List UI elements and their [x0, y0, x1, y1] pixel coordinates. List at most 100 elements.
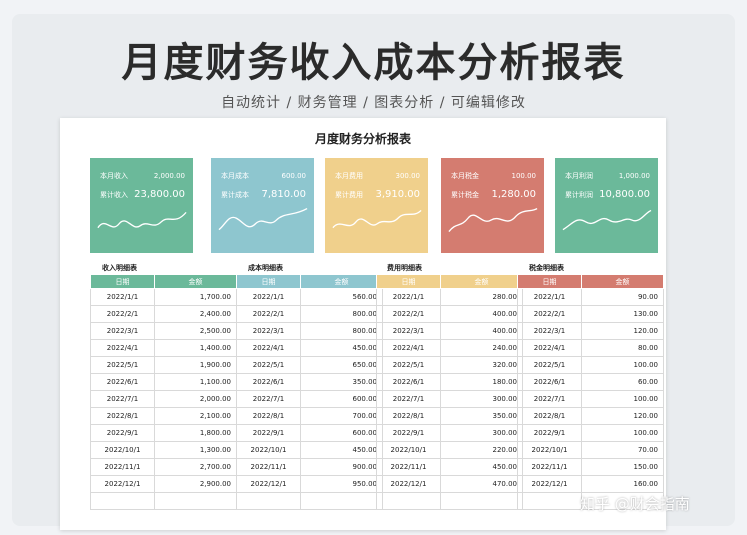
- amount-cell[interactable]: 560.00: [300, 288, 383, 306]
- amount-cell[interactable]: 60.00: [581, 373, 664, 391]
- date-cell[interactable]: 2022/11/1: [236, 458, 301, 476]
- date-cell[interactable]: 2022/7/1: [376, 390, 441, 408]
- date-cell[interactable]: 2022/2/1: [517, 305, 582, 323]
- amount-cell[interactable]: 600.00: [300, 390, 383, 408]
- amount-cell[interactable]: 160.00: [581, 475, 664, 493]
- date-cell[interactable]: 2022/7/1: [517, 390, 582, 408]
- date-cell[interactable]: 2022/6/1: [517, 373, 582, 391]
- date-cell[interactable]: 2022/1/1: [90, 288, 155, 306]
- date-cell[interactable]: 2022/9/1: [236, 424, 301, 442]
- amount-cell[interactable]: 1,100.00: [154, 373, 237, 391]
- date-cell[interactable]: 2022/3/1: [376, 322, 441, 340]
- amount-cell[interactable]: 800.00: [300, 322, 383, 340]
- amount-cell[interactable]: 130.00: [581, 305, 664, 323]
- date-cell[interactable]: 2022/4/1: [376, 339, 441, 357]
- date-cell[interactable]: 2022/12/1: [376, 475, 441, 493]
- amount-cell[interactable]: [581, 492, 664, 510]
- amount-cell[interactable]: 350.00: [440, 407, 523, 425]
- date-cell[interactable]: 2022/10/1: [90, 441, 155, 459]
- amount-cell[interactable]: 400.00: [440, 305, 523, 323]
- date-cell[interactable]: 2022/5/1: [90, 356, 155, 374]
- date-cell[interactable]: [90, 492, 155, 510]
- amount-cell[interactable]: 470.00: [440, 475, 523, 493]
- amount-cell[interactable]: [440, 492, 523, 510]
- date-cell[interactable]: 2022/8/1: [90, 407, 155, 425]
- date-cell[interactable]: 2022/3/1: [236, 322, 301, 340]
- date-cell[interactable]: 2022/12/1: [90, 475, 155, 493]
- amount-cell[interactable]: 900.00: [300, 458, 383, 476]
- amount-cell[interactable]: 2,500.00: [154, 322, 237, 340]
- date-cell[interactable]: 2022/8/1: [517, 407, 582, 425]
- amount-cell[interactable]: 320.00: [440, 356, 523, 374]
- date-cell[interactable]: [376, 492, 441, 510]
- date-cell[interactable]: 2022/6/1: [236, 373, 301, 391]
- date-cell[interactable]: 2022/5/1: [236, 356, 301, 374]
- amount-cell[interactable]: 2,900.00: [154, 475, 237, 493]
- date-cell[interactable]: 2022/2/1: [376, 305, 441, 323]
- date-cell[interactable]: 2022/7/1: [90, 390, 155, 408]
- amount-cell[interactable]: 1,800.00: [154, 424, 237, 442]
- date-cell[interactable]: 2022/10/1: [236, 441, 301, 459]
- amount-cell[interactable]: [154, 492, 237, 510]
- amount-cell[interactable]: 100.00: [581, 390, 664, 408]
- amount-cell[interactable]: 1,400.00: [154, 339, 237, 357]
- amount-cell[interactable]: 120.00: [581, 407, 664, 425]
- date-cell[interactable]: 2022/11/1: [517, 458, 582, 476]
- amount-cell[interactable]: 120.00: [581, 322, 664, 340]
- date-cell[interactable]: 2022/11/1: [90, 458, 155, 476]
- amount-cell[interactable]: 300.00: [440, 390, 523, 408]
- amount-cell[interactable]: 800.00: [300, 305, 383, 323]
- date-cell[interactable]: 2022/8/1: [236, 407, 301, 425]
- date-cell[interactable]: 2022/3/1: [90, 322, 155, 340]
- amount-cell[interactable]: 150.00: [581, 458, 664, 476]
- amount-cell[interactable]: 1,700.00: [154, 288, 237, 306]
- date-cell[interactable]: 2022/12/1: [517, 475, 582, 493]
- amount-cell[interactable]: 2,700.00: [154, 458, 237, 476]
- amount-cell[interactable]: [300, 492, 383, 510]
- amount-cell[interactable]: 2,400.00: [154, 305, 237, 323]
- amount-cell[interactable]: 100.00: [581, 356, 664, 374]
- date-cell[interactable]: 2022/5/1: [517, 356, 582, 374]
- amount-cell[interactable]: 1,300.00: [154, 441, 237, 459]
- amount-cell[interactable]: 2,000.00: [154, 390, 237, 408]
- date-cell[interactable]: 2022/6/1: [376, 373, 441, 391]
- amount-cell[interactable]: 90.00: [581, 288, 664, 306]
- amount-cell[interactable]: 450.00: [300, 441, 383, 459]
- date-cell[interactable]: 2022/8/1: [376, 407, 441, 425]
- amount-cell[interactable]: 600.00: [300, 424, 383, 442]
- date-cell[interactable]: 2022/4/1: [517, 339, 582, 357]
- date-cell[interactable]: [236, 492, 301, 510]
- amount-cell[interactable]: 350.00: [300, 373, 383, 391]
- amount-cell[interactable]: 950.00: [300, 475, 383, 493]
- date-cell[interactable]: 2022/7/1: [236, 390, 301, 408]
- date-cell[interactable]: 2022/9/1: [90, 424, 155, 442]
- amount-cell[interactable]: 280.00: [440, 288, 523, 306]
- date-cell[interactable]: 2022/6/1: [90, 373, 155, 391]
- date-cell[interactable]: 2022/10/1: [517, 441, 582, 459]
- amount-cell[interactable]: 650.00: [300, 356, 383, 374]
- date-cell[interactable]: 2022/11/1: [376, 458, 441, 476]
- amount-cell[interactable]: 1,900.00: [154, 356, 237, 374]
- amount-cell[interactable]: 450.00: [440, 458, 523, 476]
- date-cell[interactable]: 2022/5/1: [376, 356, 441, 374]
- date-cell[interactable]: [517, 492, 582, 510]
- amount-cell[interactable]: 450.00: [300, 339, 383, 357]
- date-cell[interactable]: 2022/4/1: [236, 339, 301, 357]
- amount-cell[interactable]: 180.00: [440, 373, 523, 391]
- amount-cell[interactable]: 2,100.00: [154, 407, 237, 425]
- date-cell[interactable]: 2022/9/1: [376, 424, 441, 442]
- amount-cell[interactable]: 80.00: [581, 339, 664, 357]
- date-cell[interactable]: 2022/3/1: [517, 322, 582, 340]
- date-cell[interactable]: 2022/9/1: [517, 424, 582, 442]
- amount-cell[interactable]: 300.00: [440, 424, 523, 442]
- date-cell[interactable]: 2022/10/1: [376, 441, 441, 459]
- date-cell[interactable]: 2022/1/1: [236, 288, 301, 306]
- amount-cell[interactable]: 100.00: [581, 424, 664, 442]
- date-cell[interactable]: 2022/4/1: [90, 339, 155, 357]
- date-cell[interactable]: 2022/2/1: [236, 305, 301, 323]
- date-cell[interactable]: 2022/12/1: [236, 475, 301, 493]
- amount-cell[interactable]: 400.00: [440, 322, 523, 340]
- amount-cell[interactable]: 700.00: [300, 407, 383, 425]
- date-cell[interactable]: 2022/2/1: [90, 305, 155, 323]
- date-cell[interactable]: 2022/1/1: [376, 288, 441, 306]
